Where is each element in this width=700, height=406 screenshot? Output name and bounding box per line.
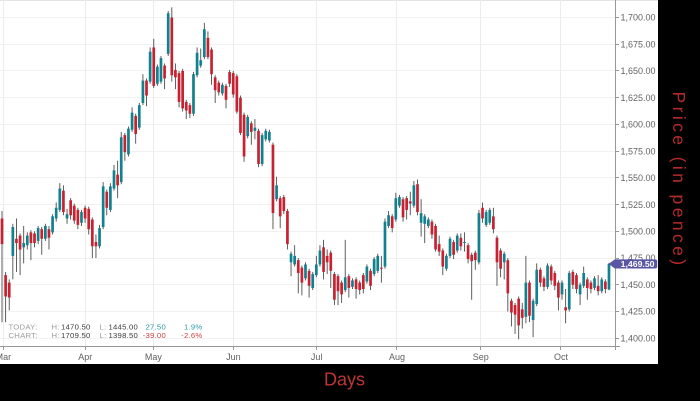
svg-text:Oct: Oct [554, 352, 569, 362]
svg-text:May: May [145, 352, 163, 362]
svg-text:1,425.00: 1,425.00 [621, 307, 656, 317]
svg-text:Sep: Sep [473, 352, 489, 362]
svg-text:H:: H: [52, 323, 60, 332]
svg-text:1445.00: 1445.00 [109, 323, 139, 332]
svg-text:Apr: Apr [78, 352, 92, 362]
svg-text:1,650.00: 1,650.00 [621, 66, 656, 76]
svg-text:1,500.00: 1,500.00 [621, 227, 656, 237]
svg-text:1,469.50: 1,469.50 [621, 259, 655, 269]
svg-text:H:: H: [52, 331, 60, 340]
svg-text:Jun: Jun [226, 352, 241, 362]
svg-text:1,625.00: 1,625.00 [621, 93, 656, 103]
svg-text:Aug: Aug [389, 352, 405, 362]
svg-text:1709.50: 1709.50 [61, 331, 91, 340]
svg-text:1,675.00: 1,675.00 [621, 39, 656, 49]
svg-text:-39.00: -39.00 [143, 331, 166, 340]
svg-text:-2.6%: -2.6% [181, 331, 202, 340]
svg-text:L:: L: [100, 323, 107, 332]
svg-text:1398.50: 1398.50 [109, 331, 139, 340]
svg-text:1,525.00: 1,525.00 [621, 200, 656, 210]
svg-text:CHART:: CHART: [9, 331, 38, 340]
svg-text:1,600.00: 1,600.00 [621, 120, 656, 130]
svg-text:Jul: Jul [311, 352, 323, 362]
svg-text:27.50: 27.50 [146, 323, 167, 332]
svg-text:Days: Days [324, 370, 365, 390]
svg-text:1,450.00: 1,450.00 [621, 280, 656, 290]
svg-text:Mar: Mar [0, 352, 11, 362]
svg-text:1,550.00: 1,550.00 [621, 173, 656, 183]
svg-text:1,475.00: 1,475.00 [621, 253, 656, 263]
svg-text:1470.50: 1470.50 [61, 323, 91, 332]
svg-text:1,400.00: 1,400.00 [621, 333, 656, 343]
svg-text:1,700.00: 1,700.00 [621, 13, 656, 23]
svg-text:1.9%: 1.9% [184, 323, 203, 332]
svg-text:1,575.00: 1,575.00 [621, 146, 656, 156]
svg-text:Price (in pence): Price (in pence) [669, 92, 689, 269]
svg-text:TODAY:: TODAY: [9, 323, 38, 332]
svg-text:L:: L: [100, 331, 107, 340]
